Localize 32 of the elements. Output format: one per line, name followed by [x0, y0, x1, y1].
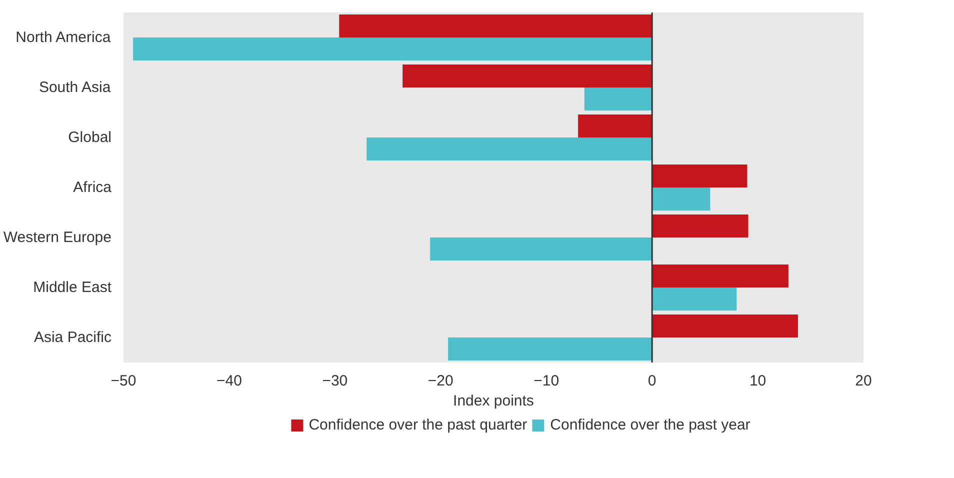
bar — [366, 138, 652, 160]
bar — [652, 188, 710, 210]
bar — [448, 338, 652, 360]
x-axis-title: Index points — [453, 392, 534, 410]
bar — [652, 214, 748, 238]
bar — [430, 238, 652, 260]
x-tick-label: 20 — [855, 372, 872, 390]
bar — [339, 14, 652, 38]
bar — [584, 88, 652, 110]
y-tick-label: Global — [68, 129, 112, 146]
x-tick-label: −30 — [322, 372, 348, 390]
x-tick-label: −20 — [428, 372, 454, 390]
y-tick-label: North America — [16, 29, 112, 46]
bar — [133, 38, 652, 60]
x-tick-label: 10 — [749, 372, 766, 390]
bar — [652, 264, 788, 288]
y-tick-label: Africa — [73, 179, 112, 196]
x-tick-label: −50 — [110, 372, 136, 390]
bar — [578, 114, 652, 138]
y-tick-label: South Asia — [38, 79, 112, 96]
x-tick-label: −10 — [534, 372, 560, 390]
x-tick-label: 0 — [648, 372, 656, 390]
bar — [652, 314, 798, 338]
y-tick-label: Asia Pacific — [34, 329, 112, 346]
y-tick-label: Western Europe — [3, 229, 112, 246]
legend-label: Confidence over the past year — [550, 416, 750, 434]
y-tick-label: Middle East — [33, 279, 112, 296]
x-tick-label: −40 — [216, 372, 242, 390]
bar — [652, 164, 748, 188]
bar — [652, 288, 737, 310]
bar — [402, 64, 652, 88]
legend-label: Confidence over the past quarter — [308, 416, 528, 434]
